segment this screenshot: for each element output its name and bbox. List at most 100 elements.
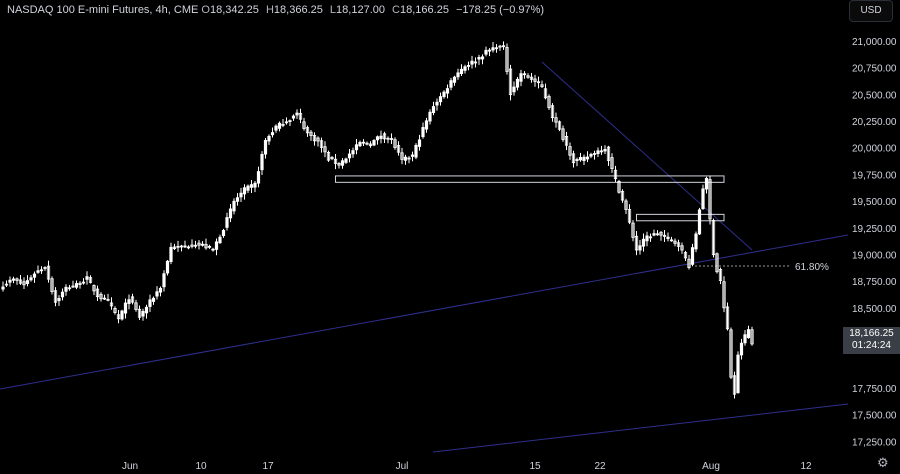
candle-body [228, 208, 233, 219]
candle-body [732, 375, 737, 395]
candle-body [466, 65, 471, 67]
candle-body [365, 142, 369, 145]
lower-rising-trendline[interactable] [0, 234, 849, 390]
candle-body [449, 80, 453, 88]
x-tick-label: 17 [262, 461, 274, 472]
high-value: 18,366.25 [273, 4, 323, 16]
candle-body [298, 112, 303, 120]
candle-body [144, 306, 149, 314]
candle-body [284, 121, 289, 124]
candle-body [270, 132, 275, 136]
candle-body [564, 136, 569, 146]
candle-body [690, 247, 695, 265]
candle-body [74, 283, 79, 288]
candle-body [543, 88, 548, 99]
candle-body [445, 88, 450, 94]
candle-body [652, 233, 656, 236]
candle-body [15, 278, 19, 281]
candle-body [578, 157, 583, 161]
low-value: 18,127.00 [336, 4, 385, 16]
candle-body [263, 140, 268, 155]
candle-body [498, 45, 502, 48]
candle-body [435, 101, 439, 106]
candle-body [438, 96, 443, 103]
candle-body [64, 286, 68, 292]
candle-body [431, 106, 436, 114]
candle-body [536, 81, 541, 84]
candle-body [417, 139, 422, 147]
candle-body [487, 49, 492, 52]
candle-body [137, 308, 142, 318]
candle-body [739, 342, 744, 356]
y-tick-label: 17,250.00 [852, 437, 897, 448]
candle-body [589, 153, 593, 157]
candle-body [522, 73, 527, 76]
support-resistance-zone-upper[interactable] [335, 175, 725, 183]
candle-body [722, 281, 726, 309]
candle-body [592, 153, 597, 155]
y-tick-label: 19,000.00 [852, 250, 897, 261]
candle-body [134, 302, 138, 310]
candle-body [11, 278, 16, 281]
y-axis: 21,000.00 20,750.00 20,500.00 20,250.00 20,0… [852, 37, 897, 448]
candle-body [680, 245, 684, 251]
symbol-legend: NASDAQ 100 E-mini Futures, 4h, CME O18,3… [7, 4, 544, 16]
candle-body [50, 278, 54, 293]
candle-body [414, 144, 418, 158]
candle-body [155, 291, 159, 297]
open-value: 18,342.25 [209, 4, 259, 16]
candle-body [288, 120, 292, 123]
candle-body [4, 283, 9, 286]
candle-body [239, 192, 243, 198]
open-label: O [201, 4, 210, 16]
candle-body [67, 287, 72, 290]
candle-body [599, 150, 604, 153]
candle-body [519, 73, 523, 82]
y-tick-label: 18,500.00 [852, 304, 897, 315]
candle-body [295, 112, 299, 116]
symbol-title[interactable]: NASDAQ 100 E-mini Futures, 4h, CME [7, 4, 199, 16]
candle-body [32, 273, 37, 278]
candle-body [141, 310, 145, 317]
candle-body [673, 240, 677, 244]
candle-body [242, 187, 247, 195]
candle-body [382, 133, 387, 140]
candle-body [484, 49, 488, 55]
candle-body [606, 146, 611, 161]
fib-level-label: 61.80% [795, 262, 829, 273]
candle-body [207, 245, 212, 248]
candle-body [113, 307, 117, 313]
candle-body [260, 153, 264, 171]
candle-body [109, 302, 114, 307]
candle-body [204, 243, 208, 249]
candle-body [508, 68, 513, 96]
resistance-zone-lower[interactable] [636, 213, 725, 222]
trendlines[interactable] [0, 61, 849, 453]
candle-body [687, 258, 691, 268]
candle-body [211, 248, 215, 251]
candle-body [183, 245, 187, 248]
candle-body [501, 45, 506, 48]
candle-body [176, 245, 180, 248]
candle-body [172, 246, 177, 250]
change-value: −178.25 (−0.97%) [456, 4, 545, 16]
gear-icon[interactable]: ⚙ [877, 455, 889, 470]
candle-body [81, 281, 86, 284]
y-tick-label: 21,000.00 [852, 37, 897, 48]
candle-body [697, 209, 702, 235]
candle-body [358, 141, 362, 147]
y-tick-label: 19,750.00 [852, 170, 897, 181]
candle-body [571, 153, 576, 164]
candle-body [60, 291, 65, 298]
bottom-rising-trendline[interactable] [432, 403, 849, 453]
candle-body [214, 241, 219, 250]
candle-body [193, 244, 198, 247]
candle-body [736, 354, 740, 394]
currency-button[interactable]: USD [849, 0, 893, 22]
candle-body [424, 120, 429, 130]
candle-body [505, 46, 509, 72]
x-tick-label: 12 [800, 461, 812, 472]
current-price-value: 18,166.25 [849, 328, 894, 339]
falling-trendline[interactable] [541, 61, 753, 251]
